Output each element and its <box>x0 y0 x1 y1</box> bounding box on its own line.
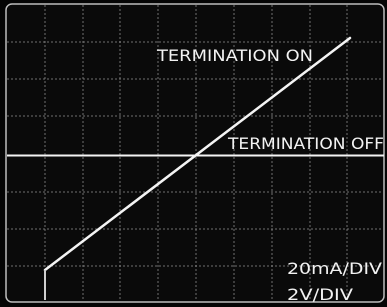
label-termination-off: TERMINATION OFF <box>227 134 384 153</box>
label-current-scale: 20mA/DIV <box>287 259 382 278</box>
label-voltage-scale: 2V/DIV <box>287 285 353 304</box>
page: TERMINATION ON TERMINATION OFF 20mA/DIV … <box>0 0 387 307</box>
oscilloscope-screen: TERMINATION ON TERMINATION OFF 20mA/DIV … <box>0 0 387 307</box>
label-termination-on: TERMINATION ON <box>156 46 313 65</box>
